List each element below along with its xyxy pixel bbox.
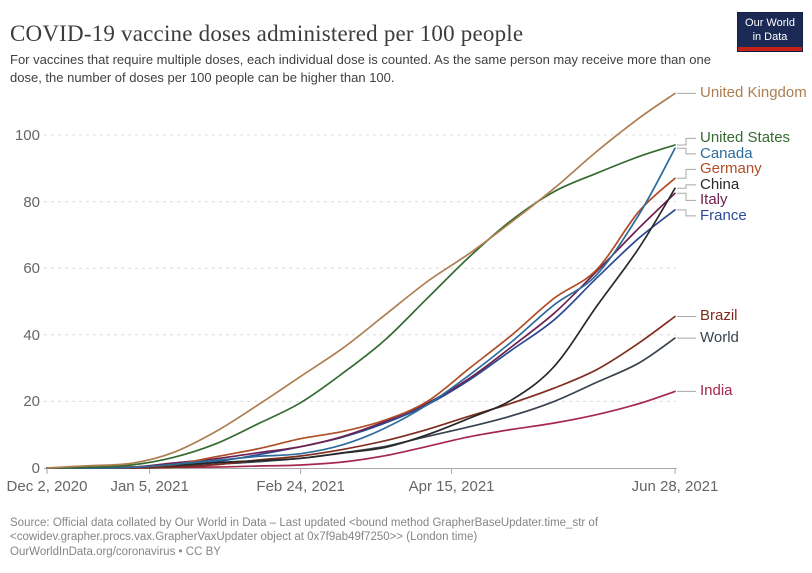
y-tick-label-20: 20 — [23, 393, 40, 411]
series-line-united-states[interactable] — [46, 144, 676, 469]
series-line-brazil[interactable] — [46, 315, 676, 469]
series-label-united-states[interactable]: United States — [700, 129, 791, 147]
series-label-india[interactable]: India — [700, 382, 733, 400]
series-line-france[interactable] — [46, 209, 676, 469]
label-connector-united-states — [677, 137, 696, 146]
page-subtitle: For vaccines that require multiple doses… — [10, 52, 711, 85]
series-line-world[interactable] — [46, 337, 676, 469]
series-label-canada[interactable]: Canada — [700, 144, 753, 162]
label-connector-canada — [677, 147, 696, 155]
owid-coronavirus-link[interactable]: OurWorldInData.org/coronavirus — [10, 545, 176, 558]
x-tick-label-jan-5-2021: Jan 5, 2021 — [110, 478, 189, 495]
source-line-3: OurWorldInData.org/coronavirus • CC BY — [10, 545, 800, 559]
y-tick-label-80: 80 — [23, 193, 40, 211]
owid-logo[interactable]: Our World in Data — [737, 12, 803, 52]
y-tick-label-0: 0 — [31, 460, 40, 477]
label-connector-china — [677, 184, 696, 189]
page-title: COVID-19 vaccine doses administered per … — [10, 21, 524, 47]
x-tick-label-feb-24-2021: Feb 24, 2021 — [256, 478, 345, 495]
x-tick-label-dec-2-2020: Dec 2, 2020 — [6, 478, 88, 495]
series-line-canada[interactable] — [46, 147, 676, 469]
label-connector-italy — [677, 192, 696, 201]
series-label-world[interactable]: World — [700, 329, 739, 347]
y-tick-label-100: 100 — [14, 127, 40, 144]
series-label-italy[interactable]: Italy — [700, 191, 728, 209]
owid-logo-text-line1: Our World — [745, 17, 795, 29]
x-tick-label-apr-15-2021: Apr 15, 2021 — [408, 478, 495, 495]
source-line-2: <cowidev.grapher.procs.vax.GrapherVaxUpd… — [10, 531, 478, 544]
source-footer: Source: Official data collated by Our Wo… — [10, 516, 800, 559]
owid-logo-text-line2: in Data — [752, 30, 788, 43]
y-tick-label-40: 40 — [23, 326, 40, 344]
x-tick-label-jun-28-2021: Jun 28, 2021 — [631, 478, 719, 495]
label-connector-france — [677, 209, 696, 217]
series-label-germany[interactable]: Germany — [700, 160, 762, 178]
source-line-1: Source: Official data collated by Our Wo… — [10, 517, 599, 529]
label-connector-germany — [677, 168, 696, 179]
license-text: • CC BY — [175, 545, 221, 558]
owid-logo-red-bar — [738, 47, 802, 51]
series-label-france[interactable]: France — [700, 206, 747, 224]
series-line-united-kingdom[interactable] — [46, 92, 676, 469]
series-line-germany[interactable] — [46, 177, 676, 469]
series-label-brazil[interactable]: Brazil — [700, 307, 738, 325]
series-line-china[interactable] — [46, 187, 676, 469]
y-tick-label-60: 60 — [23, 260, 40, 278]
series-label-china[interactable]: China — [700, 175, 740, 193]
series-label-united-kingdom[interactable]: United Kingdom — [700, 84, 807, 102]
